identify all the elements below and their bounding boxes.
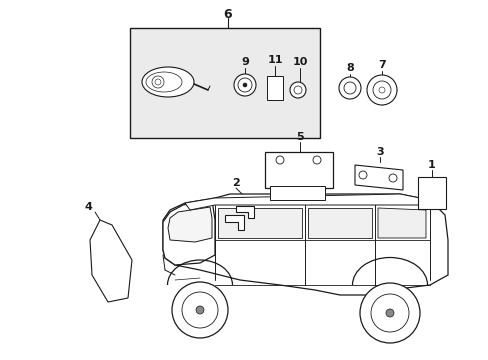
Polygon shape (90, 220, 132, 302)
Circle shape (234, 74, 256, 96)
Circle shape (293, 86, 302, 94)
Circle shape (388, 174, 396, 182)
Circle shape (385, 309, 393, 317)
Polygon shape (354, 165, 402, 190)
Circle shape (152, 76, 163, 88)
Text: 11: 11 (267, 55, 282, 65)
Polygon shape (163, 194, 447, 295)
Circle shape (343, 82, 355, 94)
Circle shape (182, 292, 218, 328)
Bar (269, 186, 325, 200)
Polygon shape (307, 208, 371, 238)
Polygon shape (377, 208, 425, 238)
Text: 8: 8 (346, 63, 353, 73)
Text: 3: 3 (375, 147, 383, 157)
Bar (266, 76, 283, 100)
Polygon shape (184, 194, 429, 210)
Polygon shape (218, 208, 302, 238)
Circle shape (378, 87, 384, 93)
Text: 2: 2 (232, 178, 240, 188)
Circle shape (370, 294, 408, 332)
Text: 5: 5 (296, 132, 303, 142)
Text: 9: 9 (241, 57, 248, 67)
Circle shape (359, 283, 419, 343)
Circle shape (338, 77, 360, 99)
Polygon shape (163, 200, 215, 265)
Ellipse shape (142, 67, 194, 97)
Text: 10: 10 (292, 57, 307, 67)
Bar (417, 177, 445, 209)
Polygon shape (168, 207, 212, 242)
Text: 1: 1 (427, 160, 435, 170)
Circle shape (155, 79, 161, 85)
Circle shape (289, 82, 305, 98)
Bar (130, 28, 319, 138)
Text: 6: 6 (223, 8, 232, 21)
Polygon shape (224, 215, 244, 230)
Circle shape (312, 156, 320, 164)
Text: 4: 4 (84, 202, 92, 212)
Polygon shape (236, 206, 253, 218)
Ellipse shape (146, 72, 182, 92)
Bar (264, 152, 332, 188)
Text: 7: 7 (377, 60, 385, 70)
Circle shape (275, 156, 284, 164)
Circle shape (358, 171, 366, 179)
Circle shape (238, 78, 251, 92)
Circle shape (366, 75, 396, 105)
Circle shape (196, 306, 203, 314)
Circle shape (243, 83, 246, 87)
Circle shape (372, 81, 390, 99)
Circle shape (172, 282, 227, 338)
Circle shape (290, 192, 298, 200)
